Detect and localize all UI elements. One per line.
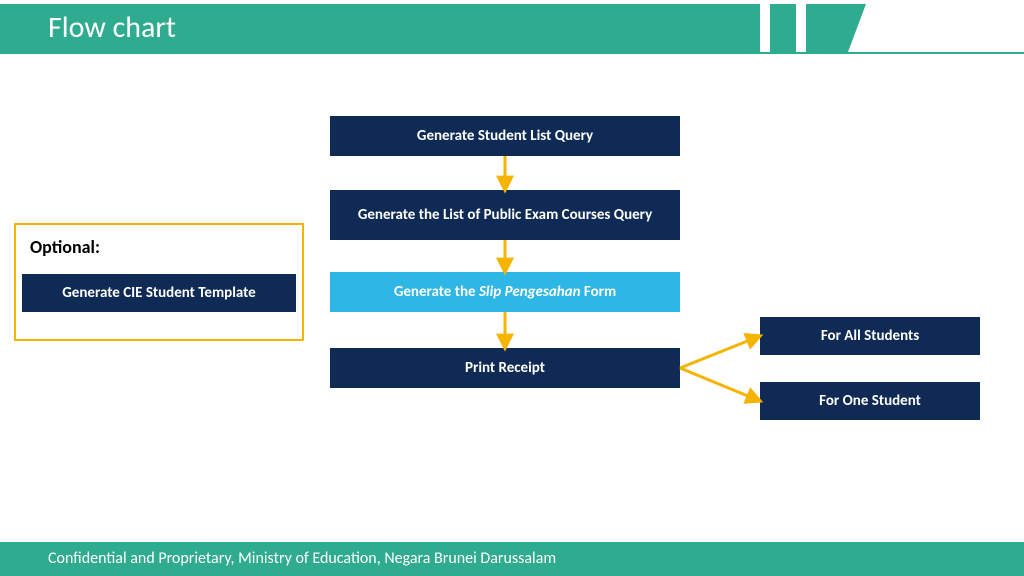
node-label: Generate the List of Public Exam Courses… bbox=[358, 206, 652, 224]
node-for-all-students: For All Students bbox=[760, 317, 980, 355]
footer-bar: Confidential and Proprietary, Ministry o… bbox=[0, 542, 1024, 576]
node-generate-student-list: Generate Student List Query bbox=[330, 116, 680, 156]
node-label: Generate Student List Query bbox=[417, 127, 593, 145]
node-label: Generate CIE Student Template bbox=[62, 284, 255, 302]
node-generate-exam-courses: Generate the List of Public Exam Courses… bbox=[330, 190, 680, 240]
slide: Flow chart Generate Student List Query G… bbox=[0, 0, 1024, 576]
page-title: Flow chart bbox=[48, 4, 176, 52]
node-print-receipt: Print Receipt bbox=[330, 348, 680, 388]
header-accent-1 bbox=[770, 4, 796, 52]
header-accent-2 bbox=[806, 4, 866, 52]
node-label: For All Students bbox=[821, 327, 919, 345]
node-for-one-student: For One Student bbox=[760, 382, 980, 420]
node-generate-slip-form: Generate the Slip Pengesahan Form bbox=[330, 272, 680, 312]
node-label: Generate the Slip Pengesahan Form bbox=[394, 283, 616, 301]
node-label: Print Receipt bbox=[465, 359, 545, 377]
node-cie-template: Generate CIE Student Template bbox=[22, 274, 296, 312]
footer-text: Confidential and Proprietary, Ministry o… bbox=[48, 542, 556, 576]
node-label: For One Student bbox=[819, 392, 921, 410]
optional-label: Optional: bbox=[30, 236, 100, 258]
header-underline bbox=[0, 52, 1024, 54]
